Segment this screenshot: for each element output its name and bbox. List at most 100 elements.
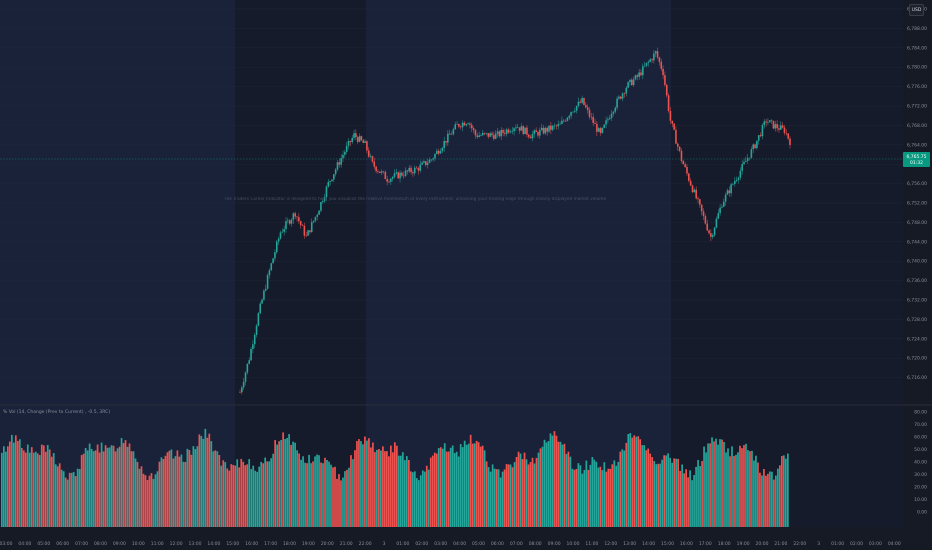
candle-body [789, 138, 791, 145]
candle-body [448, 133, 451, 135]
indicator-bar [106, 447, 109, 527]
candle-body [676, 143, 679, 147]
candle-body [780, 125, 782, 130]
indicator-bar [741, 448, 743, 527]
indicator-bar [254, 470, 257, 527]
indicator-bar [292, 441, 294, 527]
indicator-bar [511, 467, 514, 527]
candle-body [454, 124, 457, 130]
indicator-bar [96, 444, 99, 527]
candle-body [294, 213, 296, 217]
time-tick-label: 11:00 [151, 541, 164, 547]
indicator-bar [216, 451, 219, 527]
indicator-bar [625, 442, 628, 527]
candle-body [360, 136, 363, 141]
indicator-bar [200, 435, 203, 527]
indicator-bar [222, 460, 225, 527]
indicator-bar [581, 473, 584, 527]
candle-body [526, 127, 528, 135]
indicator-bar [413, 471, 416, 527]
candle-body [507, 129, 510, 133]
indicator-bar [348, 467, 350, 527]
candle-body [397, 172, 399, 179]
indicator-bar [431, 455, 434, 527]
candle-body [684, 164, 686, 167]
indicator-bar [701, 461, 703, 527]
candle-body [542, 127, 545, 134]
indicator-bar [360, 441, 362, 527]
indicator-bar [392, 452, 394, 527]
indicator-bar [729, 456, 731, 527]
indicator-bar [473, 443, 476, 527]
indicator-bar [619, 451, 622, 527]
candle-body [781, 125, 784, 128]
indicator-bar [320, 462, 322, 527]
currency-badge[interactable]: USD [909, 4, 924, 16]
indicator-bar [501, 471, 504, 527]
indicator-bar [723, 441, 725, 527]
indicator-bar [174, 456, 177, 527]
price-tick-label: 6,764.00 [907, 142, 927, 148]
candle-body [390, 178, 392, 182]
candle-body [474, 130, 477, 136]
candle-body [430, 159, 433, 161]
candle-body [581, 97, 583, 103]
indicator-bar [709, 443, 711, 527]
price-tick-label: 6,788.00 [907, 26, 927, 32]
indicator-tick-label: 50.00 [914, 447, 927, 453]
candle-body [529, 136, 532, 139]
candle-body [669, 110, 672, 121]
indicator-bar [260, 461, 263, 527]
candle-body [312, 220, 315, 223]
time-tick-label: 17:00 [264, 541, 277, 547]
candle-body [469, 123, 471, 125]
candle-body [741, 164, 743, 171]
candle-body [548, 125, 550, 132]
price-candles[interactable] [239, 47, 791, 395]
candle-body [408, 167, 411, 172]
candle-body [298, 217, 300, 222]
indicator-bar [671, 462, 673, 527]
indicator-axis: 80.00 70.00 60.00 50.00 40.00 30.00 20.00 10.00… [914, 410, 927, 516]
candle-body [721, 206, 723, 208]
indicator-bar [54, 464, 57, 527]
time-tick-label: 13:00 [623, 541, 636, 547]
candle-body [287, 220, 289, 222]
indicator-bar [423, 471, 426, 527]
indicator-legend-label[interactable]: % Vol (14, Change (Prev to Current) , -0… [3, 410, 111, 415]
price-tick-label: 6,716.00 [907, 375, 927, 381]
indicator-bar [162, 458, 165, 527]
candle-body [344, 151, 346, 155]
candle-body [745, 160, 747, 162]
candle-body [375, 166, 377, 172]
price-tick-label: 6,736.00 [907, 278, 927, 284]
candle-body [768, 120, 771, 123]
candle-body [700, 204, 703, 212]
candle-body [314, 216, 317, 221]
candle-body [743, 161, 745, 165]
indicator-bar [589, 464, 592, 527]
candle-body [472, 128, 475, 131]
candle-body [366, 141, 368, 151]
time-tick-label: 17:00 [699, 541, 712, 547]
candle-body [715, 218, 718, 228]
candle-body [711, 235, 714, 237]
candle-body [568, 115, 571, 118]
candle-body [239, 392, 241, 393]
candle-body [382, 171, 385, 173]
indicator-bar [46, 445, 49, 527]
candle-body [660, 61, 663, 69]
candle-body [634, 75, 637, 80]
indicator-bar [236, 459, 239, 527]
candle-body [730, 184, 732, 194]
candle-body [678, 146, 681, 151]
candle-body [241, 387, 243, 393]
candle-body [261, 299, 263, 304]
candle-body [288, 220, 291, 224]
indicator-bar [370, 447, 372, 527]
indicator-bar [453, 453, 456, 527]
candle-body [347, 140, 350, 146]
candle-body [494, 133, 497, 139]
indicator-bar [228, 470, 231, 527]
